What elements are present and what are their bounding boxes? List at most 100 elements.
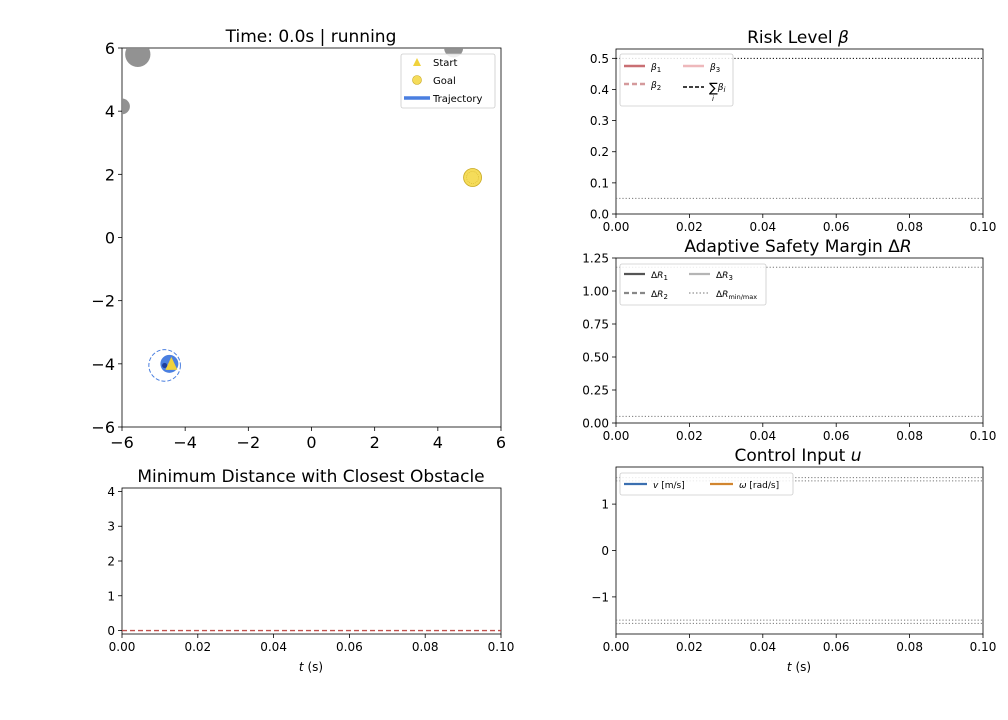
control-title-text: Control Input: [734, 446, 850, 466]
distance-ytick-label: 1: [107, 589, 115, 603]
trajectory-ytick-label: 4: [105, 102, 115, 121]
distance-xtick-label: 0.02: [184, 640, 211, 654]
trajectory-xtick-label: −4: [173, 433, 197, 452]
risk-ytick-label: 0.4: [590, 83, 609, 97]
trajectory-ytick-label: 6: [105, 39, 115, 58]
v-legend-label: v [m/s]: [653, 481, 685, 491]
legend-start-label: Start: [433, 58, 458, 69]
beta3-legend-label: β3: [709, 63, 720, 74]
control-legend: v [m/s] ω [rad/s]: [619, 472, 794, 496]
margin-xtick-label: 0.04: [749, 429, 776, 443]
trajectory-xtick-label: −6: [110, 433, 134, 452]
control-xtick-label: 0.02: [676, 640, 703, 654]
beta3-sub: 3: [716, 66, 720, 74]
legend-goal-label: Goal: [433, 76, 456, 87]
risk-ytick-label: 0.3: [590, 114, 609, 128]
trajectory-panel: Time: 0.0s | running −6 −4 −2 0 2 4 6 −6 −4 −2 0 2 4…: [91, 27, 506, 452]
margin-title: Adaptive Safety Margin ΔR: [684, 237, 911, 257]
goal-marker-inner: [466, 171, 479, 184]
distance-xlabel-unit: (s): [304, 660, 323, 674]
goal-legend-marker: [412, 75, 422, 85]
distance-ytick-label: 4: [107, 485, 115, 499]
risk-ytick-label: 0.2: [590, 145, 609, 159]
dr1-sub: 1: [663, 274, 667, 282]
trajectory-xtick-label: −2: [237, 433, 261, 452]
control-ytick-label: 1: [601, 498, 609, 512]
robot-safety-circle: [148, 349, 181, 382]
dr2-legend-label: ΔR2: [651, 290, 668, 301]
sum-beta: β: [717, 83, 724, 93]
control-ticks: 0.00 0.02 0.04 0.06 0.08 0.10 −1 0 1: [591, 498, 996, 654]
control-ytick-label: 0: [601, 544, 609, 558]
risk-ytick-label: 0.1: [590, 176, 609, 190]
distance-axes-frame: [121, 487, 502, 635]
risk-title: Risk Level β: [747, 28, 849, 48]
control-xtick-label: 0.08: [896, 640, 923, 654]
margin-xtick-label: 0.10: [970, 429, 997, 443]
control-title: Control Input u: [734, 446, 861, 466]
trajectory-xtick-label: 6: [496, 433, 506, 452]
distance-xlabel: t (s): [299, 660, 323, 674]
risk-legend: β1 β2 β3 ∑βi i: [619, 53, 734, 107]
control-title-symbol: u: [851, 446, 862, 466]
distance-xtick-label: 0.06: [336, 640, 363, 654]
trajectory-ytick-label: −6: [91, 418, 115, 437]
sum-index-label: i: [712, 95, 714, 103]
margin-legend-box: [619, 263, 767, 306]
margin-legend: ΔR1 ΔR2 ΔR3 ΔRmin/max: [619, 263, 767, 306]
start-legend-marker: [413, 58, 421, 66]
margin-xtick-label: 0.00: [603, 429, 630, 443]
margin-xtick-label: 0.02: [676, 429, 703, 443]
trajectory-xtick-label: 0: [306, 433, 316, 452]
risk-panel: Risk Level β 0.00 0.02 0.04 0.06 0.08 0.100.0…: [590, 28, 996, 234]
trajectory-marks: [122, 48, 482, 382]
dr1-r: R: [657, 271, 663, 281]
distance-xlabel-t: t: [299, 660, 305, 674]
margin-xtick-label: 0.08: [896, 429, 923, 443]
control-xtick-label: 0.00: [603, 640, 630, 654]
drminmax-r: R: [722, 290, 728, 300]
drminmax-legend-label: ΔRmin/max: [716, 290, 757, 301]
sum-sign: ∑: [709, 81, 718, 96]
beta2-sub: 2: [657, 84, 661, 92]
dr3-legend-label: ΔR3: [716, 271, 733, 282]
distance-ytick-label: 3: [107, 520, 115, 534]
dr1-legend-label: ΔR1: [651, 271, 668, 282]
trajectory-legend: Start Goal Trajectory: [400, 53, 496, 109]
distance-title: Minimum Distance with Closest Obstacle: [137, 467, 484, 487]
control-xtick-label: 0.10: [970, 640, 997, 654]
trajectory-ytick-label: −2: [91, 292, 115, 311]
margin-ytick-label: 0.25: [582, 384, 609, 398]
risk-legend-box: [619, 53, 734, 107]
control-panel: Control Input u 0.00 0.02 0.04 0.06 0.08 0.10…: [591, 446, 996, 674]
risk-title-text: Risk Level: [747, 28, 838, 48]
margin-ytick-label: 0.00: [582, 417, 609, 431]
margin-title-text: Adaptive Safety Margin Δ: [684, 237, 900, 257]
beta-sum-legend-label: ∑βi: [709, 81, 726, 96]
trajectory-ticks: −6 −4 −2 0 2 4 6 −6 −4 −2 0 2 4 6: [91, 39, 506, 452]
distance-xtick-label: 0.10: [488, 640, 515, 654]
trajectory-ytick-label: −4: [91, 355, 115, 374]
margin-ytick-label: 1.25: [582, 252, 609, 266]
trajectory-xtick-label: 4: [433, 433, 443, 452]
omega-unit: [rad/s]: [747, 481, 780, 491]
risk-ytick-label: 0.5: [590, 52, 609, 66]
risk-xtick-label: 0.06: [823, 220, 850, 234]
trajectory-axes-frame: [121, 47, 502, 428]
margin-xtick-label: 0.06: [823, 429, 850, 443]
legend-trajectory-label: Trajectory: [432, 94, 482, 105]
margin-panel: Adaptive Safety Margin ΔR 0.00 0.02 0.04 0.…: [582, 237, 996, 443]
robot-center: [162, 362, 168, 369]
trajectory-ytick-label: 0: [105, 229, 115, 248]
distance-ticks: 0.00 0.02 0.04 0.06 0.08 0.10 0 1 2 3 4: [107, 485, 514, 654]
distance-ytick-label: 2: [107, 555, 115, 569]
risk-xtick-label: 0.00: [603, 220, 630, 234]
control-ytick-label: −1: [591, 590, 609, 604]
omega-legend-label: ω [rad/s]: [739, 481, 779, 491]
beta1-sub: 1: [657, 66, 661, 74]
trajectory-legend-box: [400, 53, 496, 109]
control-xlabel-t: t: [787, 660, 793, 674]
control-xtick-label: 0.06: [823, 640, 850, 654]
trajectory-xtick-label: 2: [370, 433, 380, 452]
risk-xtick-label: 0.08: [896, 220, 923, 234]
